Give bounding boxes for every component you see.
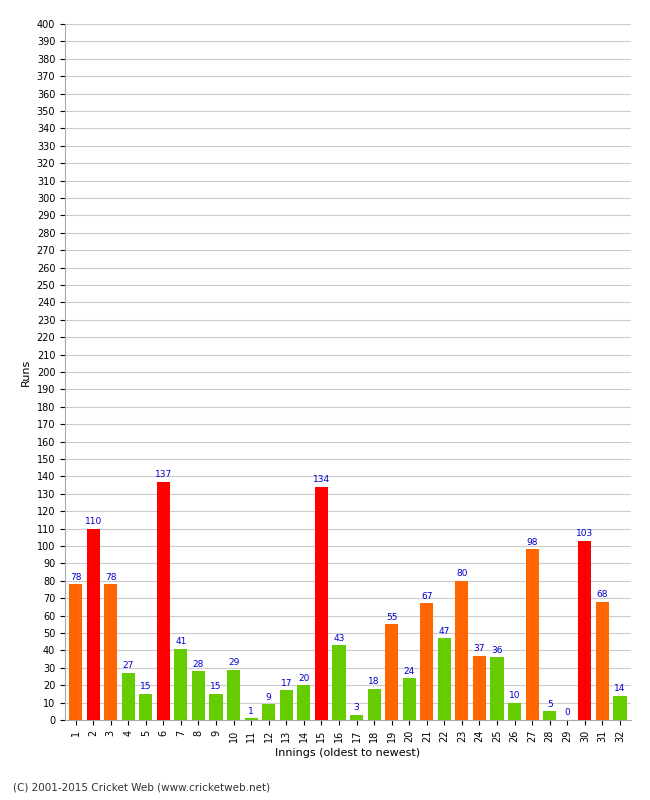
Bar bbox=[157, 482, 170, 720]
Text: 10: 10 bbox=[509, 691, 521, 700]
Bar bbox=[578, 541, 592, 720]
Text: 0: 0 bbox=[564, 708, 570, 718]
Text: (C) 2001-2015 Cricket Web (www.cricketweb.net): (C) 2001-2015 Cricket Web (www.cricketwe… bbox=[13, 782, 270, 792]
Bar bbox=[420, 603, 434, 720]
Bar bbox=[367, 689, 381, 720]
Text: 67: 67 bbox=[421, 592, 432, 601]
Bar bbox=[104, 584, 117, 720]
Bar bbox=[543, 711, 556, 720]
Bar bbox=[139, 694, 152, 720]
Text: 41: 41 bbox=[176, 637, 187, 646]
Text: 24: 24 bbox=[404, 666, 415, 676]
Bar bbox=[491, 658, 504, 720]
Bar bbox=[122, 673, 135, 720]
Bar bbox=[455, 581, 469, 720]
Bar bbox=[332, 645, 346, 720]
Bar bbox=[596, 602, 609, 720]
Bar bbox=[526, 550, 539, 720]
Text: 9: 9 bbox=[266, 693, 272, 702]
Bar bbox=[315, 487, 328, 720]
Bar bbox=[473, 656, 486, 720]
Bar bbox=[508, 702, 521, 720]
Bar bbox=[262, 704, 276, 720]
Text: 29: 29 bbox=[228, 658, 239, 667]
Y-axis label: Runs: Runs bbox=[21, 358, 31, 386]
Text: 1: 1 bbox=[248, 706, 254, 716]
Bar bbox=[86, 529, 99, 720]
Bar bbox=[350, 714, 363, 720]
Bar bbox=[244, 718, 258, 720]
Bar bbox=[437, 638, 451, 720]
Text: 43: 43 bbox=[333, 634, 344, 642]
Text: 55: 55 bbox=[386, 613, 397, 622]
Text: 78: 78 bbox=[105, 573, 116, 582]
Bar bbox=[174, 649, 187, 720]
Bar bbox=[402, 678, 416, 720]
Text: 14: 14 bbox=[614, 684, 626, 693]
Bar bbox=[297, 685, 311, 720]
Bar bbox=[280, 690, 293, 720]
Text: 20: 20 bbox=[298, 674, 309, 682]
Text: 5: 5 bbox=[547, 700, 552, 709]
Text: 134: 134 bbox=[313, 475, 330, 484]
Bar bbox=[227, 670, 240, 720]
Bar bbox=[69, 584, 82, 720]
Text: 36: 36 bbox=[491, 646, 503, 654]
Text: 15: 15 bbox=[140, 682, 151, 691]
Text: 15: 15 bbox=[211, 682, 222, 691]
Text: 37: 37 bbox=[474, 644, 485, 653]
Bar bbox=[385, 624, 398, 720]
Bar bbox=[614, 696, 627, 720]
Text: 78: 78 bbox=[70, 573, 81, 582]
Bar bbox=[209, 694, 222, 720]
Text: 47: 47 bbox=[439, 626, 450, 636]
X-axis label: Innings (oldest to newest): Innings (oldest to newest) bbox=[275, 748, 421, 758]
Text: 68: 68 bbox=[597, 590, 608, 599]
Text: 98: 98 bbox=[526, 538, 538, 547]
Text: 28: 28 bbox=[193, 660, 204, 669]
Text: 137: 137 bbox=[155, 470, 172, 479]
Text: 80: 80 bbox=[456, 569, 467, 578]
Text: 18: 18 bbox=[369, 677, 380, 686]
Text: 17: 17 bbox=[281, 679, 292, 688]
Text: 110: 110 bbox=[84, 517, 101, 526]
Text: 103: 103 bbox=[576, 529, 593, 538]
Bar bbox=[192, 671, 205, 720]
Text: 3: 3 bbox=[354, 703, 359, 712]
Text: 27: 27 bbox=[123, 662, 134, 670]
